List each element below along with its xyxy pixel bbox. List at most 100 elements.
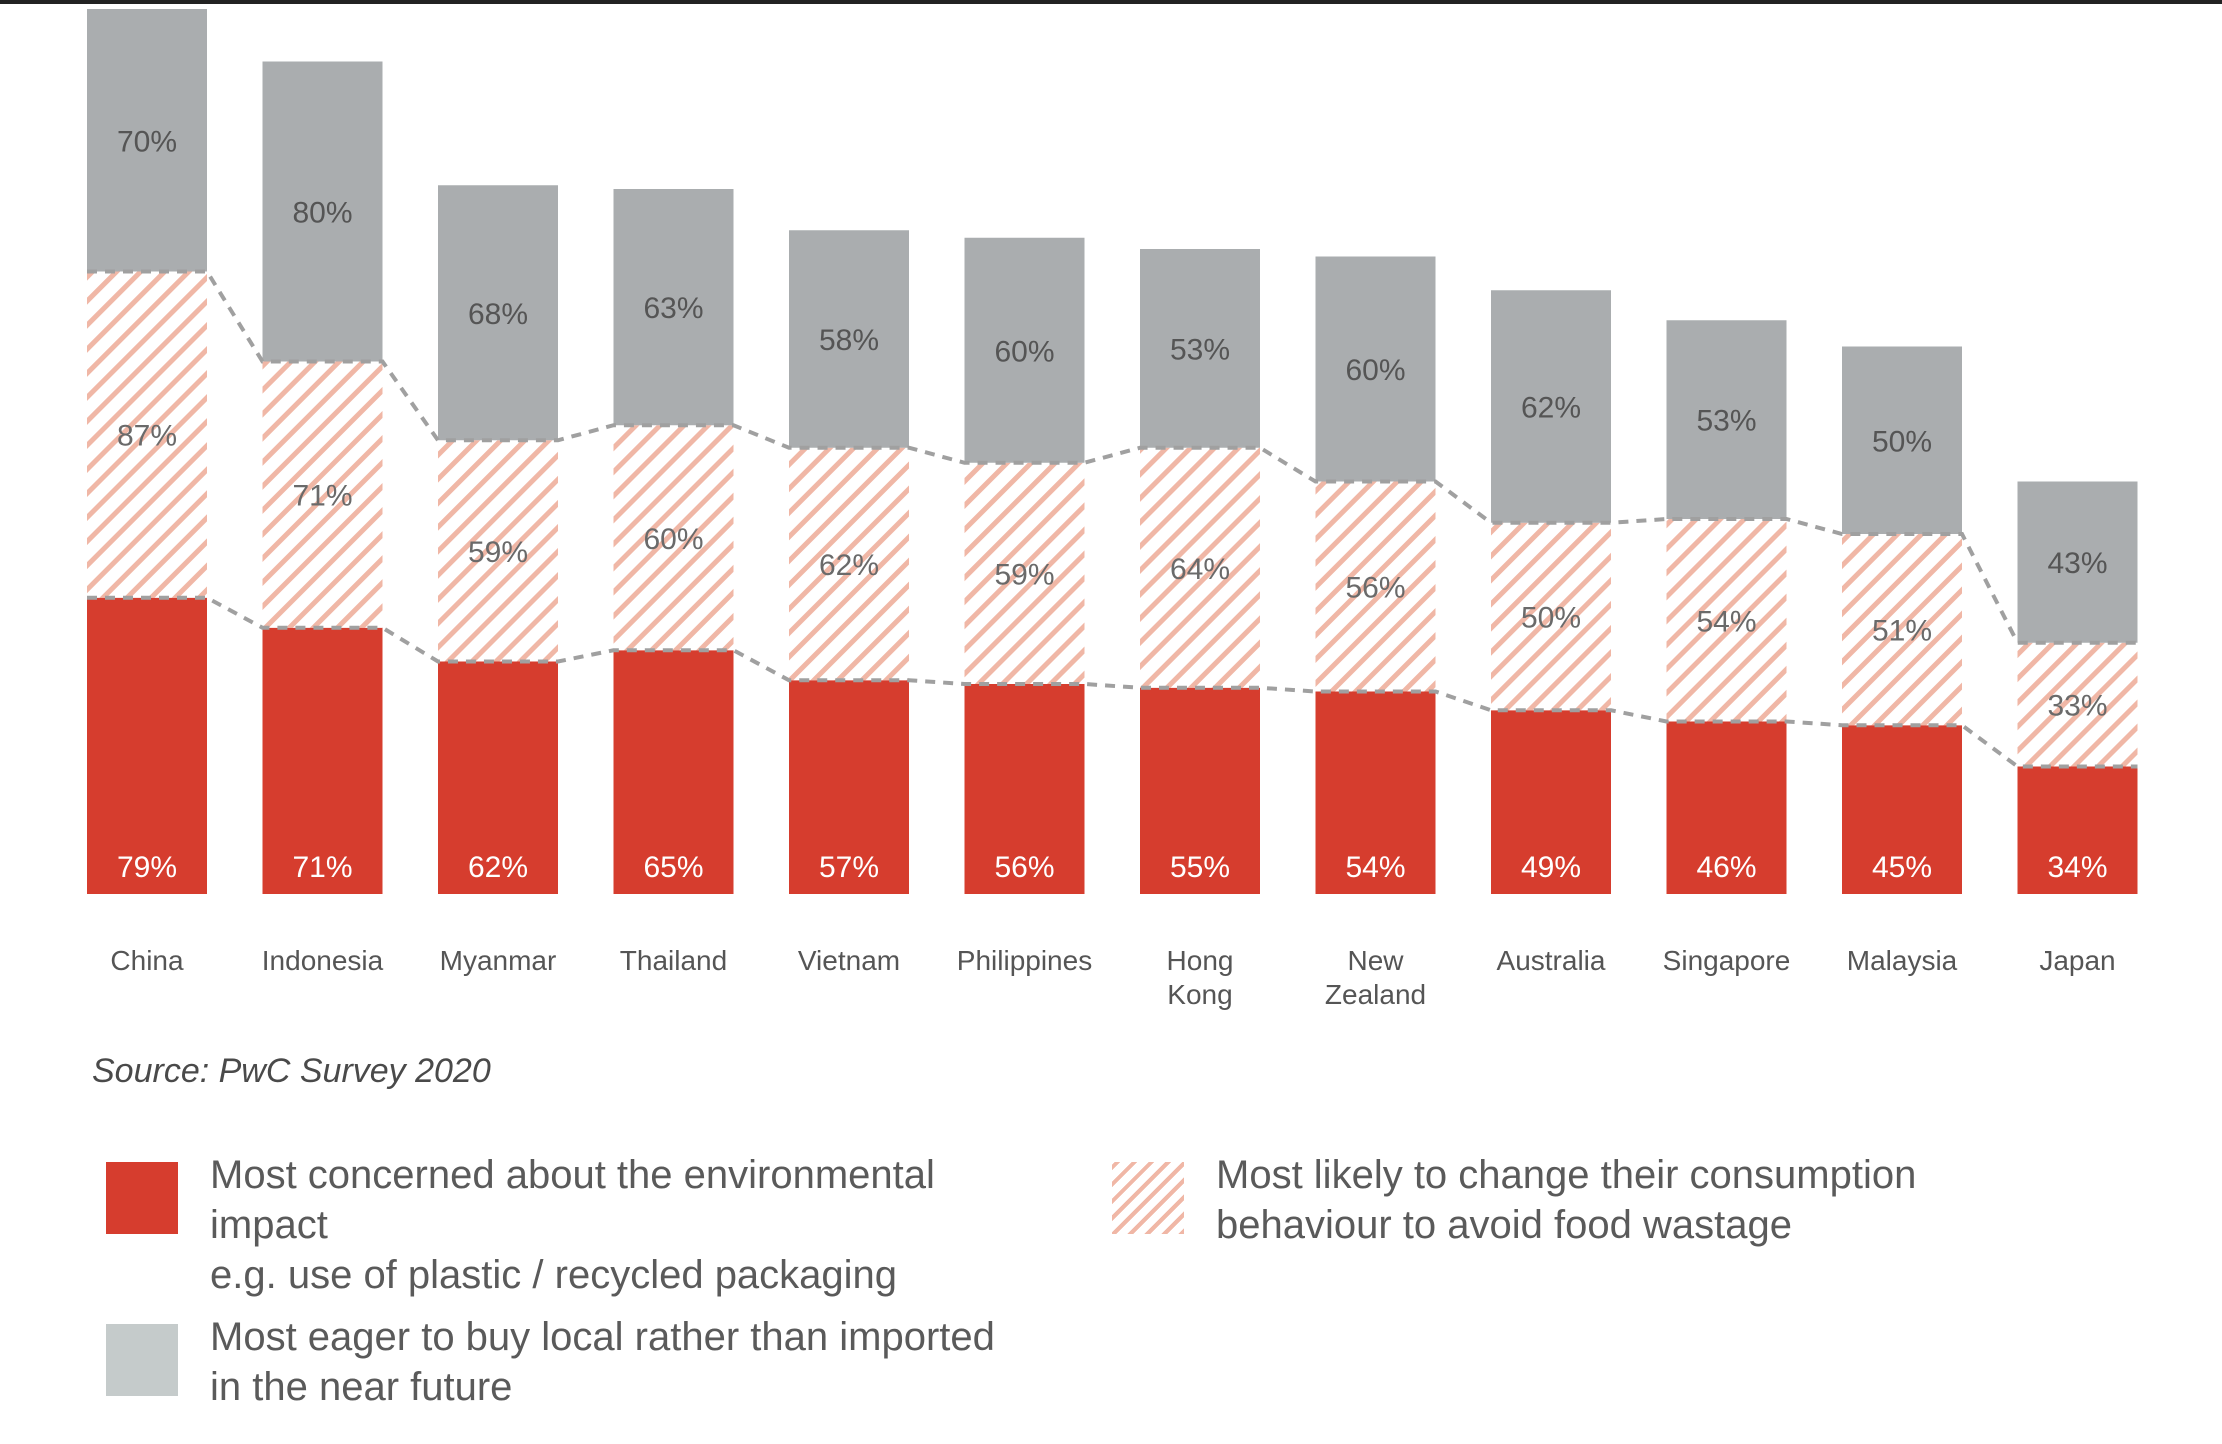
value-label: 46% [1696,851,1756,884]
category-label: Japan [2039,945,2115,976]
bar-segment-local [1491,290,1611,523]
top-border-line [0,0,2222,4]
value-label: 45% [1872,851,1932,884]
legend-item-local: Most eager to buy local rather than impo… [106,1312,1050,1412]
legend-label-wastage: Most likely to change their consumption … [1216,1150,2056,1250]
bar-segment-concerned [789,680,909,894]
category-label: Indonesia [262,945,384,976]
legend-label-line: Most eager to buy local rather than impo… [210,1315,995,1359]
category-label: Malaysia [1847,945,1958,976]
legend-swatch-red [106,1162,178,1234]
value-label: 60% [1345,354,1405,387]
value-label: 60% [643,523,703,556]
value-label: 53% [1170,333,1230,366]
value-label: 59% [994,558,1054,591]
legend-label-line: behaviour to avoid food wastage [1216,1203,1792,1247]
value-label: 71% [292,480,352,513]
bar-segment-concerned [2017,766,2138,894]
bar-segment-concerned [613,650,734,894]
value-label: 50% [1872,425,1932,458]
bar-segment-local [2017,481,2138,643]
value-label: 68% [468,298,528,331]
bar-segment-local [438,185,558,441]
value-label: 62% [468,851,528,884]
bar-segment-local [1140,249,1260,448]
value-label: 80% [292,197,352,230]
legend-label-local: Most eager to buy local rather than impo… [210,1312,1050,1412]
bar-segment-wastage [1666,519,1787,722]
bar-segment-wastage [438,440,558,662]
value-label: 62% [1521,392,1581,425]
value-label: 54% [1696,605,1756,638]
bar-segment-concerned [1315,691,1436,894]
bar-segment-local [789,230,909,448]
bar-segment-local [1842,346,1962,534]
bar-segment-concerned [964,684,1085,894]
value-label: 57% [819,851,879,884]
value-label: 51% [1872,615,1932,648]
value-label: 58% [819,324,879,357]
value-label: 50% [1521,602,1581,635]
bar-segment-wastage [789,447,909,681]
bar-segment-concerned [438,661,558,894]
value-label: 79% [117,851,177,884]
connector-line-concerned [87,595,2138,769]
bar-segment-concerned [1842,725,1962,894]
category-label: New Zealand [1325,945,1426,1010]
bar-segment-wastage [262,361,383,628]
value-label: 53% [1696,405,1756,438]
legend-item-wastage: Most likely to change their consumption … [1112,1150,2056,1250]
bar-segment-local [262,61,383,362]
legend-label-concerned: Most concerned about the environmental i… [210,1150,1050,1300]
value-label: 64% [1170,553,1230,586]
bar-segment-local [1315,256,1436,482]
value-label: 60% [994,335,1054,368]
legend-swatch-gray [106,1324,178,1396]
category-label: Vietnam [798,945,900,976]
bar-segment-concerned [262,627,383,894]
bar-segment-local [1666,320,1787,519]
bar-segment-wastage [613,425,734,651]
value-label: 34% [2047,851,2107,884]
bar-segment-local [613,189,734,426]
legend-item-concerned: Most concerned about the environmental i… [106,1150,1050,1300]
bar-segment-wastage [87,271,207,598]
bar-segment-local [964,237,1085,463]
value-label: 56% [1345,572,1405,605]
value-label: 56% [994,851,1054,884]
category-label: Australia [1497,945,1606,976]
value-label: 62% [819,549,879,582]
legend-label-line: Most concerned about the environmental i… [210,1153,935,1247]
value-label: 63% [643,292,703,325]
category-label: Hong Kong [1167,945,1234,1010]
category-label: Philippines [957,945,1092,976]
legend-swatch-hatched [1112,1162,1184,1234]
bar-segment-wastage [1315,481,1436,692]
category-label: China [110,945,184,976]
connector-line-wastage [87,269,2138,645]
value-label: 70% [117,125,177,158]
legend-label-line: Most likely to change their consumption [1216,1153,1917,1197]
bar-segment-concerned [1140,687,1260,894]
category-label: Myanmar [440,945,557,976]
category-label: Singapore [1663,945,1791,976]
value-label: 54% [1345,851,1405,884]
bar-segment-wastage [964,462,1085,684]
bar-segment-wastage [1140,447,1260,688]
value-label: 59% [468,536,528,569]
value-label: 71% [292,851,352,884]
value-label: 65% [643,851,703,884]
value-label: 87% [117,420,177,453]
value-label: 43% [2047,547,2107,580]
bar-segment-wastage [1842,534,1962,726]
bar-segment-concerned [1666,721,1787,894]
legend-label-line: in the near future [210,1365,513,1409]
source-note: Source: PwC Survey 2020 [92,1052,491,1090]
value-label: 55% [1170,851,1230,884]
value-label: 33% [2047,690,2107,723]
bar-segment-wastage [2017,642,2138,767]
category-label: Thailand [620,945,727,976]
bar-segment-concerned [1491,710,1611,894]
legend-label-line: e.g. use of plastic / recycled packaging [210,1253,898,1297]
